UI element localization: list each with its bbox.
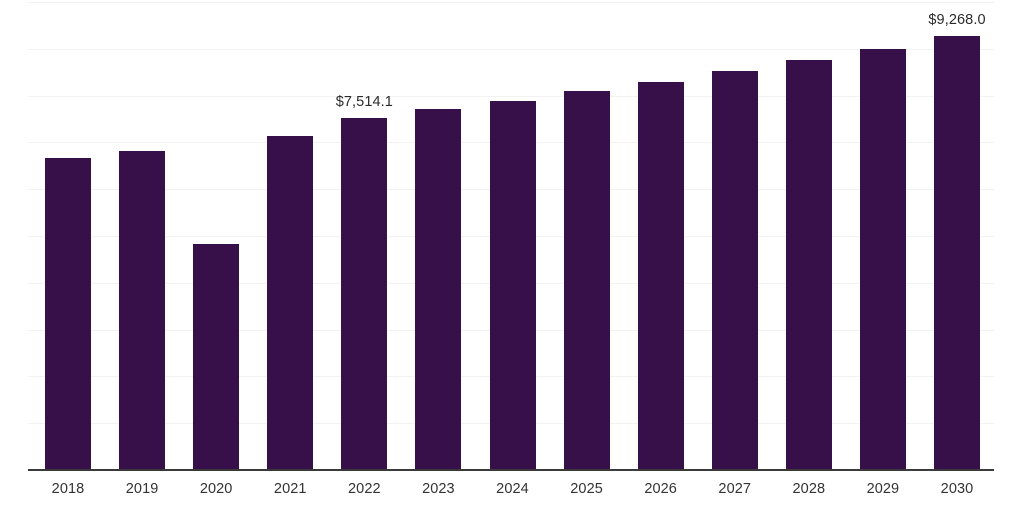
bar-2029[interactable] [859,49,906,470]
bar-2028[interactable] [785,60,832,470]
x-tick-label-2025: 2025 [570,481,603,497]
x-tick-label-2030: 2030 [940,481,974,497]
x-tick-label-2027: 2027 [718,481,752,497]
bar-2022[interactable] [341,118,388,470]
gridline [28,2,994,3]
x-tick-label-2020: 2020 [199,481,233,497]
bar-2019[interactable] [119,151,166,470]
gridline [28,48,994,50]
plot-area [28,0,994,470]
bar-2021[interactable] [267,136,314,470]
x-tick-label-2021: 2021 [273,481,307,497]
bar-2020[interactable] [193,244,240,470]
bar-2018[interactable] [45,158,91,470]
value-label-2030: $9,268.0 [928,12,986,29]
bar-2025[interactable] [563,91,610,470]
x-tick-label-2024: 2024 [496,481,529,497]
gridline [28,95,994,97]
bar-2023[interactable] [415,109,462,470]
x-tick-label-2022: 2022 [347,481,381,497]
x-axis-line [28,469,994,471]
x-tick-label-2023: 2023 [422,481,455,497]
value-label-2022: $7,514.1 [335,94,393,111]
bar-2024[interactable] [489,100,536,470]
x-axis-tick-labels: 2018 2019 2020 2021 2022 2023 2024 2025 2026 2027… [0,481,1024,512]
x-tick-label-2018: 2018 [51,481,85,497]
x-tick-label-2029: 2029 [866,481,900,497]
bar-2026[interactable] [637,81,684,470]
x-tick-label-2028: 2028 [792,481,826,497]
bar-2030[interactable] [934,36,980,470]
x-tick-label-2019: 2019 [125,481,159,497]
x-tick-label-2026: 2026 [644,481,677,497]
bar-2027[interactable] [711,70,758,470]
